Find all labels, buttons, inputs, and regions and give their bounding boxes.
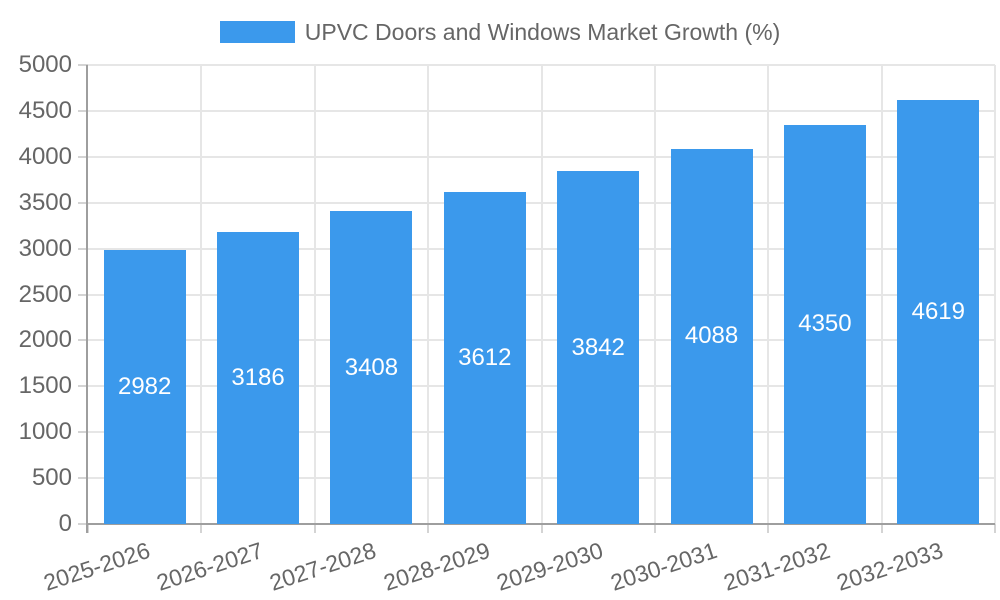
y-axis-tick — [78, 523, 88, 525]
y-axis-tick — [78, 64, 88, 66]
bar-value-label: 3186 — [231, 363, 285, 391]
bar-value-label: 4350 — [798, 310, 852, 338]
x-axis-tick-label: 2027-2028 — [266, 537, 380, 596]
bar[interactable]: 4619 — [897, 99, 980, 524]
y-axis-tick-label: 4500 — [18, 96, 72, 124]
x-axis-tick — [767, 524, 770, 533]
y-axis-tick-label: 0 — [58, 510, 72, 537]
gridline-vertical — [767, 65, 770, 524]
x-axis-tick-label: 2028-2029 — [380, 537, 493, 596]
x-axis-tick — [427, 524, 430, 533]
y-axis-tick — [78, 293, 88, 296]
bar-value-label: 3408 — [344, 353, 399, 381]
x-axis-tick — [87, 524, 89, 533]
bar[interactable]: 3612 — [443, 192, 526, 524]
y-axis-tick — [78, 431, 88, 434]
bar[interactable]: 3408 — [330, 211, 413, 524]
x-axis-tick — [313, 524, 316, 533]
x-axis-line — [86, 523, 995, 525]
gridline-vertical — [427, 65, 430, 524]
y-axis-tick-label: 3500 — [18, 188, 72, 216]
x-axis-tick — [200, 524, 203, 533]
bar-value-label: 3842 — [571, 333, 625, 361]
y-axis-tick-label: 1500 — [18, 372, 72, 400]
gridline-vertical — [880, 65, 883, 524]
x-axis-tick-label: 2031-2032 — [720, 537, 833, 596]
x-axis-tick-label: 2030-2031 — [606, 537, 720, 596]
y-axis-tick-label: 1000 — [18, 418, 72, 446]
x-axis-tick — [540, 524, 543, 533]
gridline-vertical — [653, 65, 656, 524]
y-axis-tick-label: 2500 — [18, 280, 72, 308]
bar[interactable]: 2982 — [103, 250, 186, 524]
x-axis-tick-label: 2025-2026 — [40, 537, 153, 596]
bar[interactable]: 4088 — [670, 148, 753, 524]
legend-swatch-icon — [219, 21, 295, 43]
y-axis-line — [86, 65, 88, 533]
gridline-vertical — [200, 65, 203, 524]
y-axis-tick-label: 4000 — [18, 142, 72, 170]
y-axis-tick-label: 2000 — [18, 326, 72, 354]
y-axis-tick-label: 500 — [31, 464, 72, 492]
legend-label: UPVC Doors and Windows Market Growth (%) — [304, 19, 781, 45]
x-axis-tick-label: 2032-2033 — [833, 537, 947, 596]
bar[interactable]: 3186 — [217, 231, 300, 524]
y-axis-tick — [78, 247, 88, 250]
legend-item[interactable]: UPVC Doors and Windows Market Growth (%) — [219, 19, 781, 45]
bar-value-label: 4088 — [684, 322, 739, 350]
y-axis-tick — [78, 339, 88, 342]
gridline-vertical — [313, 65, 316, 524]
bar-value-label: 3612 — [458, 344, 512, 372]
y-axis-tick-label: 5000 — [18, 51, 72, 78]
y-axis-tick — [78, 201, 88, 204]
bar[interactable]: 4350 — [783, 124, 866, 524]
x-axis-tick-label: 2026-2027 — [153, 537, 267, 596]
x-axis-tick-label: 2029-2030 — [493, 537, 607, 596]
y-axis-tick — [78, 477, 88, 480]
y-axis-tick — [78, 155, 88, 158]
y-axis-tick-label: 3000 — [18, 234, 72, 262]
x-axis-tick — [994, 524, 996, 533]
x-axis-tick — [653, 524, 656, 533]
gridline-vertical — [540, 65, 543, 524]
bar[interactable]: 3842 — [557, 171, 640, 524]
y-axis-tick — [78, 385, 88, 388]
bar-value-label: 4619 — [911, 297, 965, 325]
gridline-vertical — [994, 65, 996, 524]
y-axis-tick — [78, 109, 88, 112]
legend: UPVC Doors and Windows Market Growth (%) — [0, 19, 1000, 45]
x-axis-tick — [880, 524, 883, 533]
bar-value-label: 2982 — [117, 373, 172, 401]
